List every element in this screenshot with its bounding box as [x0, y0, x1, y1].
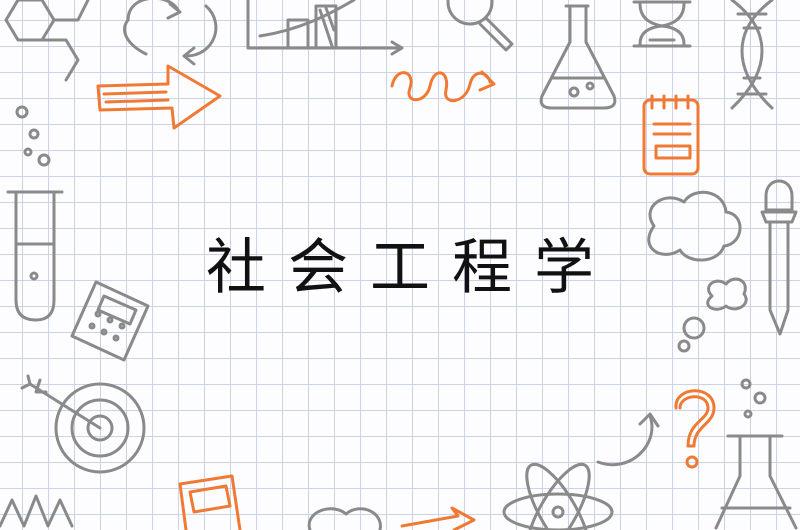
- zigzag-icon: [0, 494, 74, 528]
- bottom-arrow-icon: [400, 506, 476, 530]
- cloud-icon: [647, 190, 748, 353]
- arrow-icon: [96, 64, 222, 130]
- target-icon: [20, 374, 146, 474]
- flask-icon: [539, 4, 617, 110]
- dropper-icon: [760, 179, 798, 336]
- magnifier-icon: [446, 0, 514, 52]
- question-mark-icon: [674, 389, 716, 469]
- atom-icon: [502, 462, 614, 530]
- curved-arrow-icon: [596, 412, 660, 467]
- page-title: 社会工程学: [206, 233, 616, 303]
- book-icon: [178, 474, 242, 530]
- hourglass-icon: [632, 0, 692, 48]
- notepad-icon: [642, 94, 700, 176]
- bar-chart-icon: [246, 0, 404, 56]
- recycle-icon: [123, 0, 218, 66]
- spiral-arrow-icon: [390, 70, 496, 102]
- beaker-icon: [714, 378, 798, 530]
- hexagon-icon: [4, 0, 90, 82]
- dna-icon: [730, 0, 774, 110]
- calculator-icon: [70, 280, 150, 362]
- small-cloud-icon: [307, 507, 382, 530]
- test-tube-icon: [6, 105, 64, 322]
